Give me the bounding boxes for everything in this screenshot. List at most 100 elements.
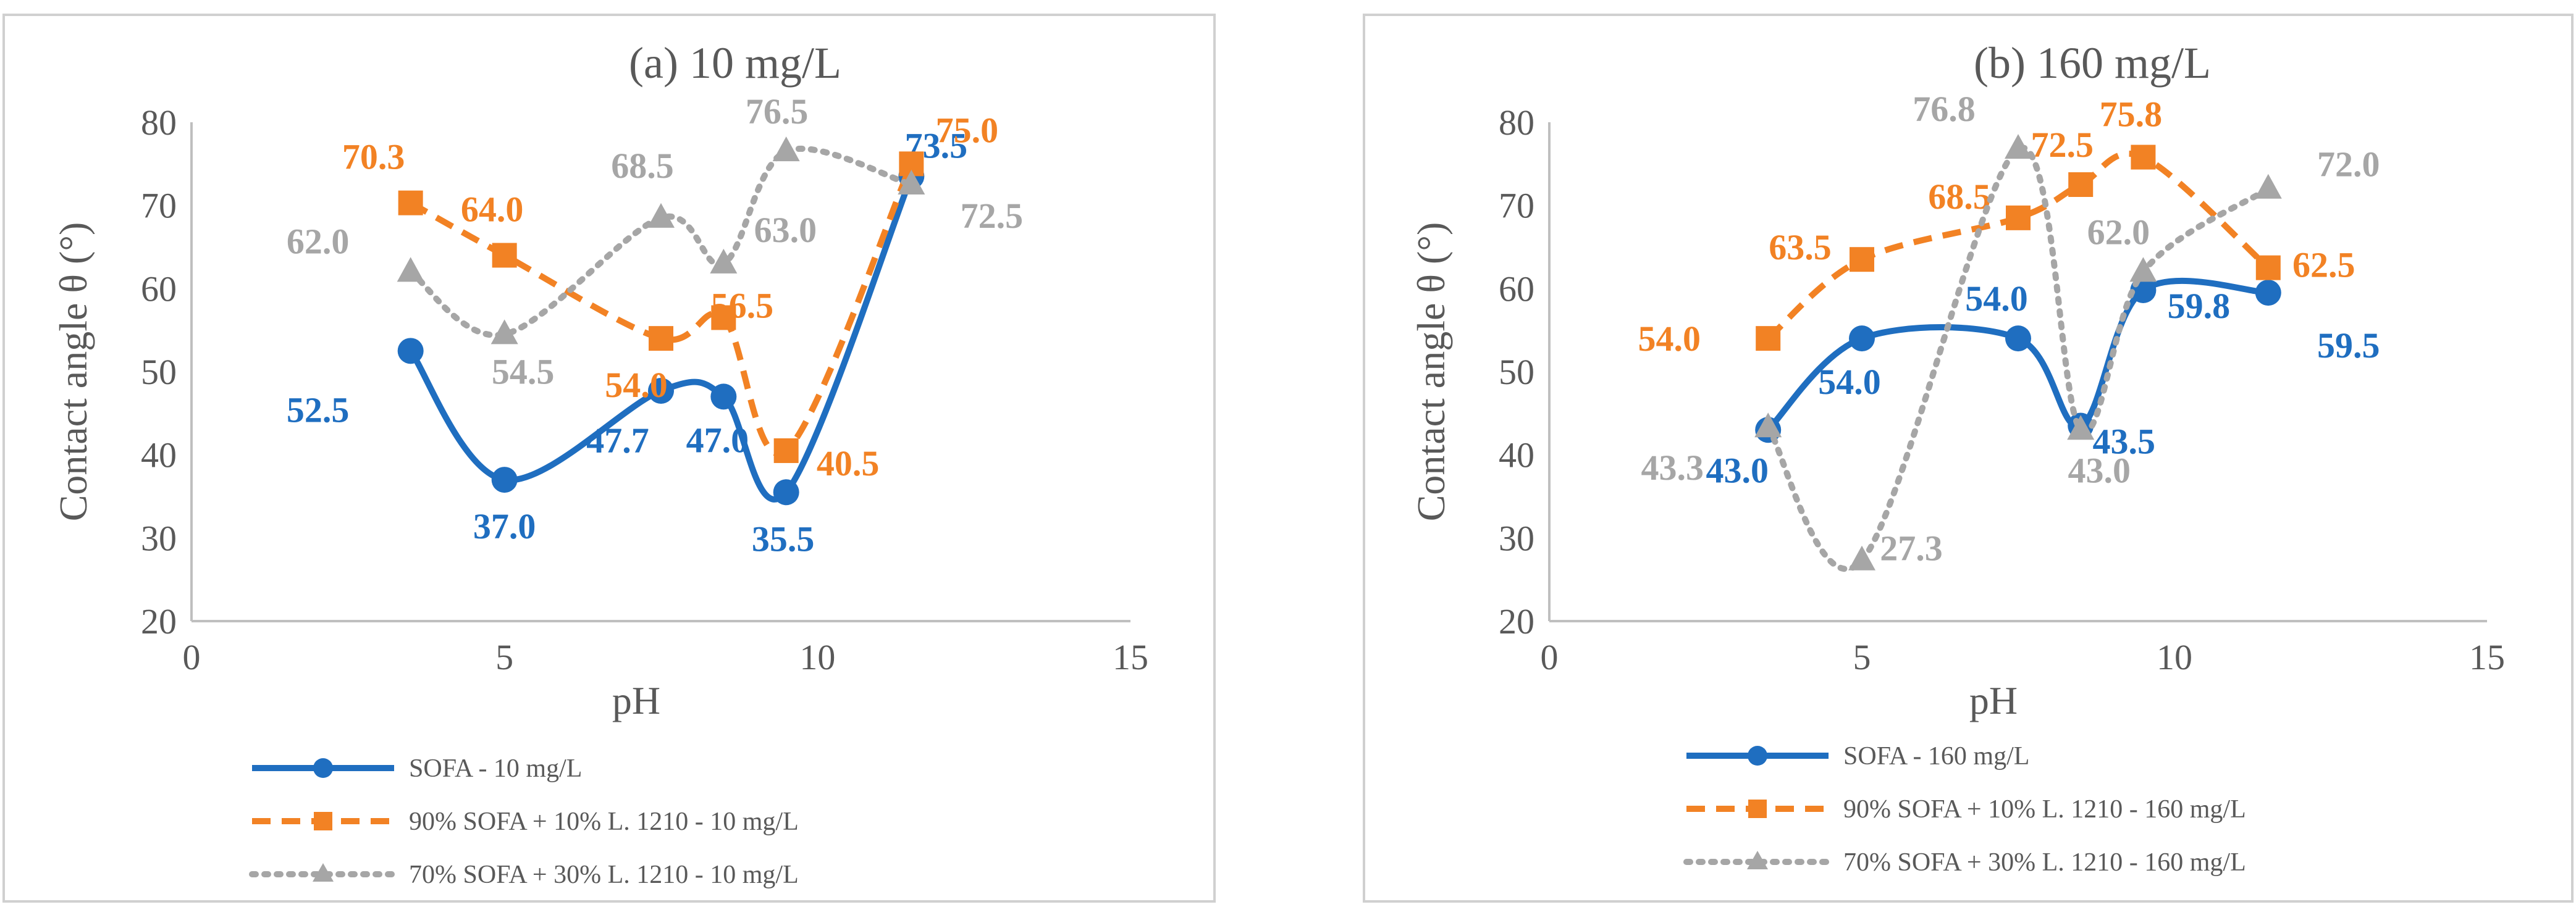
data-point-circle <box>2005 325 2031 352</box>
legend-label: 70% SOFA + 30% L. 1210 - 10 mg/L <box>409 861 799 889</box>
data-label: 63.5 <box>1769 227 1832 267</box>
chart-panel-a: (a) 10 mg/L 20 30 40 50 60 70 80 0 5 10 15 pH Contact… <box>2 14 1216 903</box>
legend-label: SOFA - 10 mg/L <box>409 754 582 783</box>
data-label: 54.0 <box>1638 319 1701 359</box>
data-point-triangle <box>647 203 675 228</box>
legend-marker-circle <box>313 758 333 778</box>
data-point-square <box>2068 172 2094 197</box>
data-point-triangle <box>2067 415 2095 440</box>
data-point-circle <box>397 338 424 364</box>
y-tick-label: 70 <box>141 186 177 226</box>
data-point-triangle <box>1754 412 1782 438</box>
data-label: 43.5 <box>2092 422 2155 462</box>
y-axis-title: Contact angle θ (°) <box>51 222 95 522</box>
x-tick-label: 0 <box>183 637 201 677</box>
legend-marker-square <box>1748 800 1767 818</box>
data-point-square <box>2131 144 2156 170</box>
data-point-square <box>649 326 673 351</box>
y-tick-label: 70 <box>1499 186 1534 226</box>
data-point-triangle <box>772 136 800 162</box>
y-tick-label: 30 <box>141 518 177 558</box>
data-point-circle <box>710 383 737 410</box>
data-point-square <box>773 438 799 463</box>
data-label: 62.0 <box>287 221 350 261</box>
data-point-circle <box>648 377 674 404</box>
legend-marker-triangle <box>313 863 334 882</box>
data-label: 27.3 <box>1880 529 1943 569</box>
data-label: 72.0 <box>2317 144 2380 185</box>
chart-title: (a) 10 mg/L <box>629 38 841 88</box>
data-label: 72.5 <box>961 196 1024 236</box>
x-tick-label: 5 <box>1853 637 1871 677</box>
data-point-square <box>398 190 423 215</box>
x-tick-label: 10 <box>799 637 835 677</box>
data-label: 70.3 <box>342 137 405 177</box>
legend-marker-triangle <box>1747 851 1768 869</box>
data-label: 64.0 <box>461 189 524 229</box>
data-label: 43.3 <box>1641 448 1704 488</box>
data-point-triangle <box>2254 173 2282 199</box>
data-point-triangle <box>710 248 738 274</box>
x-tick-label: 15 <box>2469 637 2505 677</box>
data-label: 40.5 <box>817 443 880 483</box>
legend-label: SOFA - 160 mg/L <box>1843 742 2029 771</box>
x-tick-label: 5 <box>495 637 513 677</box>
x-tick-label: 15 <box>1113 637 1148 677</box>
y-tick-label: 80 <box>141 102 177 143</box>
x-tick-label: 0 <box>1541 637 1559 677</box>
data-label: 35.5 <box>752 519 815 559</box>
data-label: 43.0 <box>1706 450 1769 490</box>
y-tick-label: 50 <box>1499 352 1534 392</box>
data-label: 56.5 <box>711 285 774 325</box>
chart-b-svg: (b) 160 mg/L 20 30 40 50 60 70 80 0 5 10 15 pH Contac… <box>1409 38 2505 877</box>
data-point-triangle <box>397 257 424 282</box>
y-tick-label: 60 <box>1499 269 1534 309</box>
y-tick-label: 40 <box>141 435 177 475</box>
data-label: 47.0 <box>686 420 749 460</box>
data-label: 68.5 <box>611 146 674 186</box>
data-label: 75.8 <box>2100 94 2163 135</box>
data-label: 59.8 <box>2168 286 2231 326</box>
data-point-square <box>492 243 517 268</box>
data-point-square <box>2006 205 2031 230</box>
data-label: 43.0 <box>2068 450 2131 490</box>
data-label: 62.5 <box>2292 245 2355 285</box>
data-point-square <box>1756 326 1781 351</box>
data-label: 54.0 <box>1818 362 1881 402</box>
data-point-square <box>2255 255 2281 280</box>
data-label: 37.0 <box>473 506 536 546</box>
legend-marker-square <box>314 812 332 830</box>
data-label: 47.7 <box>586 420 649 461</box>
data-label: 68.5 <box>1928 177 1991 217</box>
x-axis-title: pH <box>612 679 660 722</box>
y-axis-title: Contact angle θ (°) <box>1409 222 1453 522</box>
data-label: 76.5 <box>746 91 809 132</box>
series-line-2 <box>409 162 914 457</box>
y-tick-label: 40 <box>1499 435 1534 475</box>
data-point-circle <box>1849 325 1875 352</box>
data-point-square <box>1850 247 1874 272</box>
data-label: 54.5 <box>492 351 555 391</box>
legend-label: 90% SOFA + 10% L. 1210 - 160 mg/L <box>1843 795 2246 824</box>
data-label: 76.8 <box>1913 89 1976 129</box>
data-label: 52.5 <box>287 390 350 430</box>
chart-title: (b) 160 mg/L <box>1974 38 2211 88</box>
chart-panel-b: (b) 160 mg/L 20 30 40 50 60 70 80 0 5 10 15 pH Contac… <box>1363 14 2574 903</box>
y-tick-label: 80 <box>1499 102 1534 143</box>
data-point-triangle <box>2005 134 2032 159</box>
data-label: 62.0 <box>2087 212 2150 252</box>
data-label: 63.0 <box>754 210 817 250</box>
legend-label: 90% SOFA + 10% L. 1210 - 10 mg/L <box>409 808 799 836</box>
data-label: 75.0 <box>936 110 999 150</box>
data-point-triangle <box>2129 257 2157 282</box>
data-point-circle <box>773 479 799 506</box>
data-point-circle <box>491 467 518 493</box>
data-label: 59.5 <box>2317 325 2380 366</box>
data-label: 54.0 <box>605 365 668 405</box>
y-tick-label: 20 <box>1499 601 1534 641</box>
y-tick-label: 20 <box>141 601 177 641</box>
x-tick-label: 10 <box>2157 637 2192 677</box>
data-point-circle <box>2255 280 2281 306</box>
x-axis-title: pH <box>1969 679 2018 722</box>
data-point-triangle <box>490 319 518 345</box>
